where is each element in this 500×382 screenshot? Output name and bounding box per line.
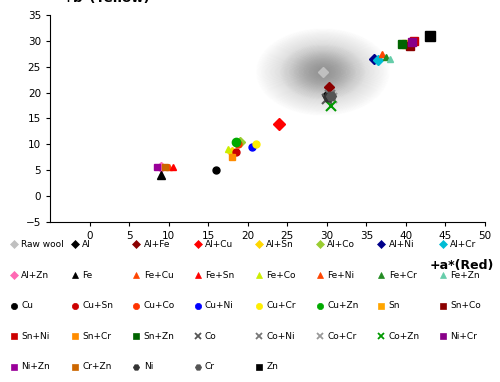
Text: Cu+Cr: Cu+Cr (266, 301, 296, 310)
Text: Cr: Cr (205, 362, 215, 371)
Text: Sn+Co: Sn+Co (450, 301, 480, 310)
Text: Co+Cr: Co+Cr (328, 332, 356, 341)
Text: Cu+Zn: Cu+Zn (328, 301, 359, 310)
Text: Fe+Cu: Fe+Cu (144, 270, 174, 280)
Text: Ni: Ni (144, 362, 153, 371)
Text: Al+Co: Al+Co (328, 240, 355, 249)
Text: Raw wool: Raw wool (21, 240, 64, 249)
Text: Sn+Ni: Sn+Ni (21, 332, 50, 341)
Text: Fe: Fe (82, 270, 92, 280)
Text: +b*(Yellow): +b*(Yellow) (63, 0, 150, 5)
Text: Al+Cr: Al+Cr (450, 240, 476, 249)
Text: Al+Sn: Al+Sn (266, 240, 294, 249)
Text: Al+Zn: Al+Zn (21, 270, 50, 280)
Text: Sn+Cr: Sn+Cr (82, 332, 112, 341)
Text: Fe+Sn: Fe+Sn (205, 270, 234, 280)
Text: Cr+Zn: Cr+Zn (82, 362, 112, 371)
Text: Fe+Ni: Fe+Ni (328, 270, 354, 280)
Text: Al+Cu: Al+Cu (205, 240, 233, 249)
Text: Cu+Co: Cu+Co (144, 301, 175, 310)
Text: Al+Fe: Al+Fe (144, 240, 170, 249)
Text: Sn+Zn: Sn+Zn (144, 332, 174, 341)
Text: Cu+Ni: Cu+Ni (205, 301, 234, 310)
Text: Fe+Cr: Fe+Cr (388, 270, 416, 280)
Text: Fe+Zn: Fe+Zn (450, 270, 480, 280)
Text: Fe+Co: Fe+Co (266, 270, 296, 280)
Text: Al: Al (82, 240, 91, 249)
Text: Ni+Cr: Ni+Cr (450, 332, 477, 341)
Text: Sn: Sn (388, 301, 400, 310)
Text: Al+Ni: Al+Ni (388, 240, 414, 249)
Text: Ni+Zn: Ni+Zn (21, 362, 50, 371)
Text: Co+Ni: Co+Ni (266, 332, 295, 341)
Text: +a*(Red): +a*(Red) (430, 259, 494, 272)
Text: Cu+Sn: Cu+Sn (82, 301, 114, 310)
Text: Cu: Cu (21, 301, 33, 310)
Text: Co+Zn: Co+Zn (388, 332, 420, 341)
Text: Zn: Zn (266, 362, 278, 371)
Text: Co: Co (205, 332, 216, 341)
